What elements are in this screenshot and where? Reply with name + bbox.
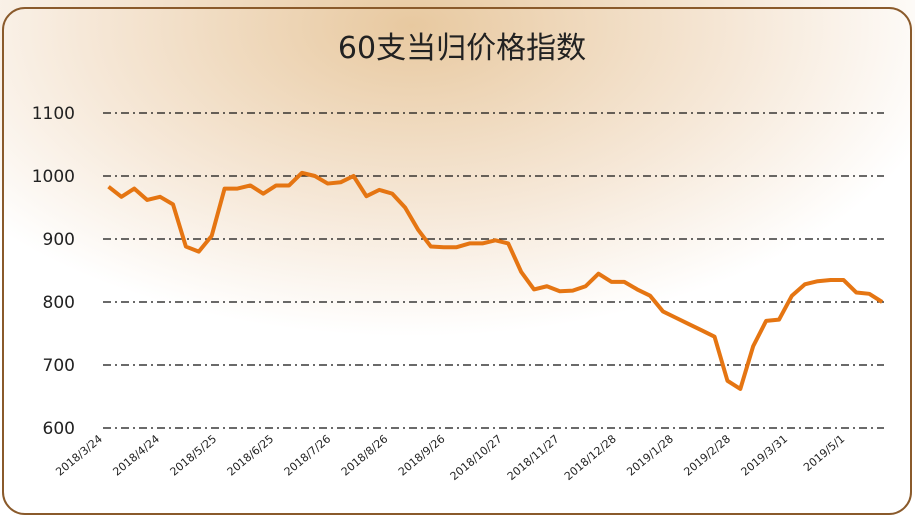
page: 60支当归价格指数 600700800900100011002018/3/242… bbox=[0, 0, 915, 518]
y-tick-label: 600 bbox=[43, 419, 75, 439]
y-tick-label: 700 bbox=[43, 356, 75, 376]
chart-title: 60支当归价格指数 bbox=[338, 31, 586, 66]
y-tick-label: 900 bbox=[43, 230, 75, 250]
y-tick-label: 1100 bbox=[32, 104, 75, 124]
chart: 60支当归价格指数 600700800900100011002018/3/242… bbox=[0, 0, 915, 518]
y-tick-label: 1000 bbox=[32, 167, 75, 187]
y-tick-label: 800 bbox=[43, 293, 75, 313]
